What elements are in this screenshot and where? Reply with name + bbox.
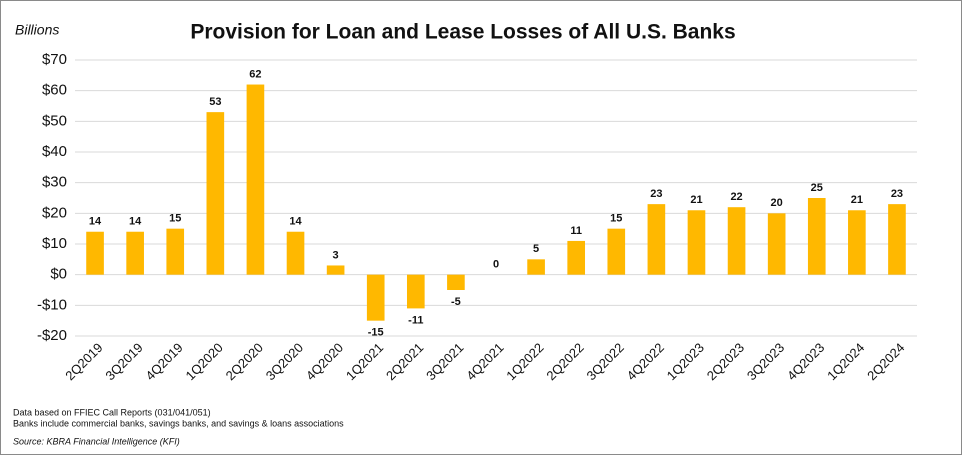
note: Data based on FFIEC Call Reports (031/04…: [13, 407, 211, 417]
note: Banks include commercial banks, savings …: [13, 418, 344, 428]
x-tick-label: 4Q2019: [142, 340, 185, 383]
y-tick-label: $30: [42, 174, 67, 191]
value-label: 22: [730, 191, 742, 203]
x-tick-label: 4Q2023: [784, 340, 827, 383]
x-tick-label: 2Q2023: [704, 340, 747, 383]
y-tick-label: $20: [42, 204, 67, 221]
value-label: 62: [249, 68, 261, 80]
x-tick-label: 2Q2022: [543, 340, 586, 383]
value-label: 15: [610, 213, 622, 225]
value-label: 23: [650, 188, 662, 200]
bar: [166, 228, 185, 275]
x-tick-label: 3Q2021: [423, 340, 466, 383]
x-tick-label: 1Q2023: [664, 340, 707, 383]
x-tick-label: 2Q2024: [864, 340, 907, 383]
value-label: 15: [169, 213, 181, 225]
value-label: 21: [851, 194, 863, 206]
bar: [366, 274, 385, 321]
x-tick-label: 2Q2019: [62, 340, 105, 383]
y-tick-label: -$20: [37, 327, 67, 344]
value-label: 11: [570, 225, 582, 237]
bar: [206, 112, 225, 275]
y-tick-label: $10: [42, 235, 67, 252]
value-label: 21: [690, 194, 702, 206]
bar: [687, 210, 706, 275]
y-tick-label: $0: [50, 266, 67, 283]
x-tick-label: 3Q2022: [584, 340, 627, 383]
bar: [527, 259, 545, 275]
value-label: 14: [89, 216, 102, 228]
bar: [406, 274, 425, 309]
x-tick-label: 1Q2024: [824, 340, 867, 383]
x-tick-label: 1Q2021: [343, 340, 386, 383]
value-label: 3: [333, 249, 339, 261]
x-tick-label: 4Q2021: [463, 340, 506, 383]
x-tick-label: 3Q2019: [102, 340, 145, 383]
y-tick-label: $40: [42, 143, 67, 160]
y-axis-label: Billions: [15, 22, 59, 38]
bar: [86, 231, 104, 275]
bar: [727, 207, 746, 275]
source: Source: KBRA Financial Intelligence (KFI…: [13, 436, 180, 446]
chart-title: Provision for Loan and Lease Losses of A…: [190, 21, 735, 44]
value-label: 0: [493, 259, 499, 271]
bar: [447, 274, 465, 290]
value-label: 20: [771, 197, 783, 209]
bar: [767, 213, 786, 275]
value-label: 25: [811, 182, 823, 194]
bar: [246, 84, 265, 275]
value-label: -5: [451, 296, 461, 308]
bar: [567, 240, 586, 275]
x-tick-label: 3Q2023: [744, 340, 787, 383]
value-label: 23: [891, 188, 903, 200]
value-label: 14: [129, 216, 142, 228]
x-tick-label: 2Q2021: [383, 340, 426, 383]
y-tick-label: $50: [42, 112, 67, 129]
value-label: 5: [533, 243, 539, 255]
x-tick-label: 4Q2022: [624, 340, 667, 383]
y-tick-label: -$10: [37, 296, 67, 313]
bar: [647, 204, 666, 275]
x-tick-label: 2Q2020: [223, 340, 266, 383]
value-label: 53: [209, 96, 221, 108]
value-label: 14: [289, 216, 302, 228]
x-tick-label: 1Q2020: [183, 340, 226, 383]
bar: [807, 198, 826, 275]
bar: [326, 265, 345, 275]
bar: [286, 231, 305, 275]
bar: [126, 231, 144, 275]
x-tick-label: 1Q2022: [503, 340, 546, 383]
bar: [848, 210, 866, 275]
y-tick-label: $70: [42, 51, 67, 68]
value-label: -11: [408, 314, 423, 326]
x-tick-label: 4Q2020: [303, 340, 346, 383]
y-tick-label: $60: [42, 82, 67, 99]
x-tick-label: 3Q2020: [263, 340, 306, 383]
value-label: -15: [368, 327, 384, 339]
bar: [607, 228, 626, 275]
bar: [888, 204, 906, 275]
